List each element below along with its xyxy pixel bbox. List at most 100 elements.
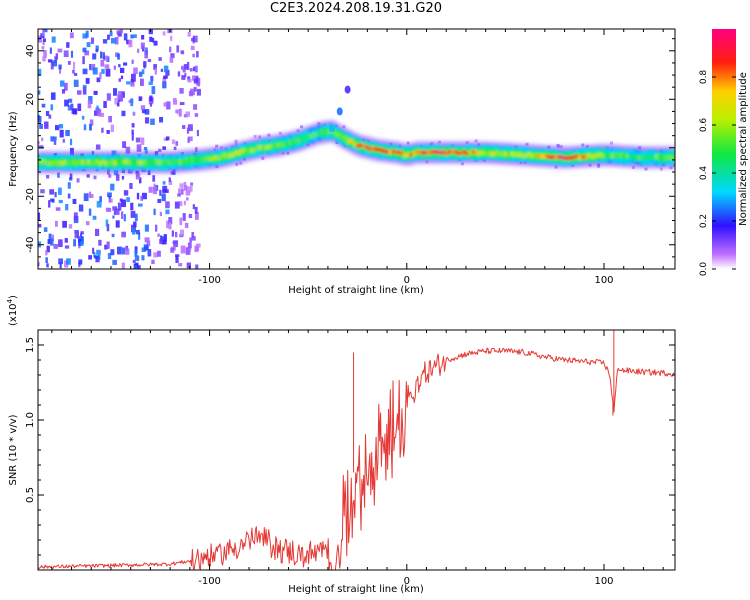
noise-speck xyxy=(130,73,136,82)
noise-speck xyxy=(77,90,82,95)
noise-speck xyxy=(184,222,189,229)
noise-speck xyxy=(163,75,168,79)
y-tick-label: 40 xyxy=(25,44,36,57)
ridge-cell xyxy=(39,159,43,164)
ridge-cell xyxy=(122,159,126,164)
ridge-cell xyxy=(610,153,614,158)
noise-speck xyxy=(68,98,73,103)
noise-speck xyxy=(165,69,170,76)
noise-speck xyxy=(82,68,88,75)
noise-speck xyxy=(181,75,186,80)
ridge-cell xyxy=(113,160,117,165)
noise-speck xyxy=(88,255,93,260)
noise-speck xyxy=(54,125,60,131)
spectrogram-ylabel: Frequency (Hz) xyxy=(8,111,19,187)
ridge-cell xyxy=(299,136,303,141)
ridge-cell xyxy=(530,153,534,158)
noise-speck xyxy=(134,250,138,257)
noise-speck xyxy=(114,98,117,105)
noise-speck xyxy=(185,111,191,117)
branch-point xyxy=(344,85,351,94)
noise-speck xyxy=(147,249,152,257)
noise-speck xyxy=(50,238,54,246)
ridge-cell xyxy=(412,151,416,156)
ridge-cell xyxy=(616,153,620,158)
noise-speck xyxy=(121,199,126,208)
noise-speck xyxy=(62,138,65,143)
ridge-cell xyxy=(368,147,372,151)
noise-speck xyxy=(183,182,187,186)
ridge-cell xyxy=(379,148,383,153)
ridge-cell xyxy=(335,132,339,137)
noise-speck xyxy=(138,96,143,101)
noise-speck xyxy=(53,139,57,145)
ridge-cell xyxy=(308,134,312,139)
noise-speck xyxy=(157,250,161,257)
ridge-cell xyxy=(276,142,280,147)
ridge-cell xyxy=(666,155,670,159)
snr-xlabel: Height of straight line (km) xyxy=(288,584,424,595)
ridge-cell xyxy=(98,161,102,166)
noise-speck xyxy=(196,243,201,248)
noise-speck xyxy=(97,254,101,261)
ridge-cell xyxy=(421,151,425,155)
ridge-cell xyxy=(86,160,90,165)
ridge-cell xyxy=(409,152,413,157)
ridge-cell xyxy=(625,153,629,158)
ridge-cell xyxy=(359,143,363,148)
noise-speck xyxy=(196,129,199,137)
noise-speck xyxy=(67,105,72,111)
noise-speck xyxy=(179,102,185,106)
noise-speck xyxy=(141,255,145,261)
noise-speck xyxy=(82,84,87,88)
ridge-cell xyxy=(640,155,644,160)
noise-speck xyxy=(193,78,199,83)
noise-speck xyxy=(106,223,110,232)
ridge-cell xyxy=(569,155,573,160)
ridge-cell xyxy=(175,159,179,164)
spectrogram-ticks: -100 0 100 -40 -20 0 20 40 xyxy=(25,29,675,286)
ridge-cell xyxy=(471,149,475,154)
noise-speck xyxy=(105,207,109,212)
noise-speck xyxy=(50,92,56,100)
noise-speck xyxy=(42,38,47,43)
noise-speck xyxy=(183,64,188,70)
noise-speck xyxy=(187,136,193,142)
noise-speck xyxy=(173,146,177,150)
noise-speck xyxy=(86,42,91,48)
noise-speck xyxy=(116,102,120,107)
noise-speck xyxy=(39,123,43,129)
colorbar-tick-label: 0.2 xyxy=(699,214,709,228)
noise-speck xyxy=(153,208,156,216)
noise-speck xyxy=(48,114,52,119)
noise-speck xyxy=(77,103,82,112)
noise-speck xyxy=(159,189,162,196)
ridge-cell xyxy=(536,153,540,158)
noise-speck xyxy=(57,172,60,178)
noise-speck xyxy=(89,63,92,71)
noise-speck xyxy=(179,183,184,189)
ridge-cell xyxy=(240,149,244,153)
noise-speck xyxy=(73,212,78,221)
noise-speck xyxy=(659,167,663,171)
noise-speck xyxy=(182,68,186,73)
ridge-cell xyxy=(652,155,656,160)
noise-speck xyxy=(159,211,162,217)
noise-speck xyxy=(117,202,122,211)
colorbar-tick-label: 0.0 xyxy=(699,262,709,277)
noise-speck xyxy=(141,192,147,200)
ridge-cell xyxy=(320,130,324,134)
noise-speck xyxy=(190,88,195,96)
noise-speck xyxy=(55,207,61,211)
noise-speck xyxy=(67,60,71,65)
noise-speck xyxy=(149,36,153,42)
ridge-cell xyxy=(424,150,428,155)
ridge-cell xyxy=(518,152,522,157)
noise-speck xyxy=(54,56,58,63)
noise-speck xyxy=(194,206,198,214)
noise-speck xyxy=(191,75,197,81)
noise-speck xyxy=(186,262,191,269)
noise-speck xyxy=(123,62,128,66)
noise-speck xyxy=(119,67,125,74)
